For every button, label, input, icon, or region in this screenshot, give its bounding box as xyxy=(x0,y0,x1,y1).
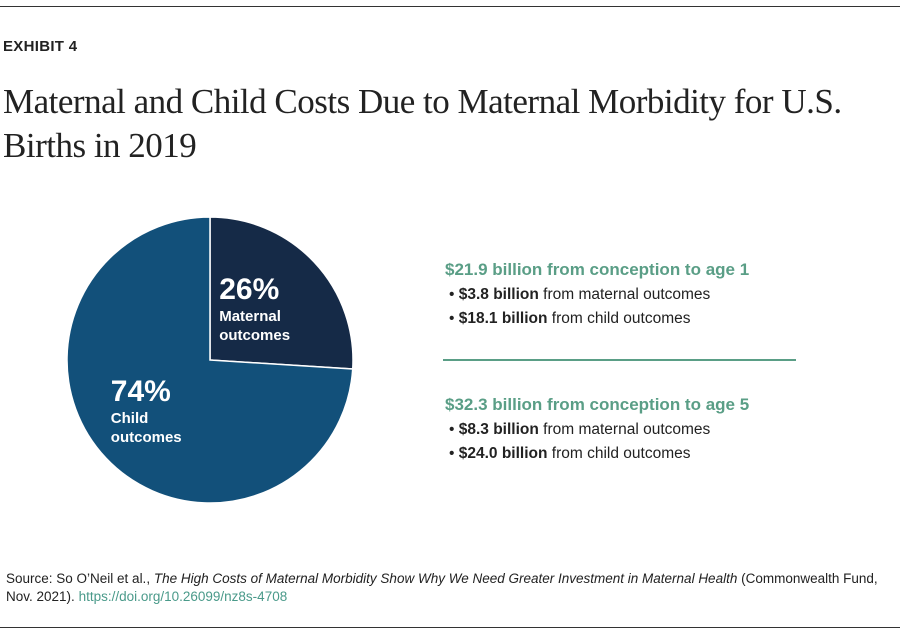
item-text: from maternal outcomes xyxy=(543,421,711,438)
summary-heading: $32.3 billion from conception to age 5 xyxy=(445,395,750,414)
chart-title: Maternal and Child Costs Due to Maternal… xyxy=(3,82,842,165)
item-amount: $18.1 billion xyxy=(458,310,548,327)
pie-slice xyxy=(66,216,354,504)
value-label: 74% xyxy=(110,374,171,408)
source-note: Source: So O’Neil et al., The High Costs… xyxy=(6,570,891,606)
slice-label: 74% Child outcomes xyxy=(111,375,201,447)
source-title: The High Costs of Maternal Morbidity Sho… xyxy=(153,571,738,586)
summary-block: $32.3 billion from conception to age 5 • … xyxy=(445,395,825,469)
pie-slice xyxy=(209,216,354,370)
summary-block: $21.9 billion from conception to age 1 • … xyxy=(445,260,825,334)
item-text: from child outcomes xyxy=(551,310,691,327)
separator xyxy=(443,359,796,361)
source-suffix: (Commonwealth Fund, Nov. 2021). xyxy=(6,571,878,604)
item-amount: $24.0 billion xyxy=(458,445,548,462)
summary-heading: $21.9 billion from conception to age 1 xyxy=(445,260,750,279)
summary-item: • $24.0 billion from child outcomes xyxy=(449,445,691,462)
source-prefix: Source: So O’Neil et al., xyxy=(6,571,151,586)
category-label: Maternal outcomes xyxy=(219,308,291,345)
item-amount: $8.3 billion xyxy=(458,421,539,438)
slice-label: 26% Maternal outcomes xyxy=(219,273,309,345)
summary-item: • $8.3 billion from maternal outcomes xyxy=(449,421,711,438)
pie-chart xyxy=(66,216,354,504)
value-label: 26% xyxy=(219,273,280,307)
source-link[interactable]: https://doi.org/10.26099/nz8s-4708 xyxy=(78,589,288,604)
bottom-rule xyxy=(0,627,900,628)
summary-item: • $3.8 billion from maternal outcomes xyxy=(449,286,711,303)
item-text: from child outcomes xyxy=(551,445,691,462)
exhibit-label: EXHIBIT 4 xyxy=(3,38,78,55)
top-rule xyxy=(0,6,900,7)
item-amount: $3.8 billion xyxy=(458,286,539,303)
summary-item: • $18.1 billion from child outcomes xyxy=(449,310,691,327)
category-label: Child outcomes xyxy=(110,409,182,446)
item-text: from maternal outcomes xyxy=(543,286,711,303)
